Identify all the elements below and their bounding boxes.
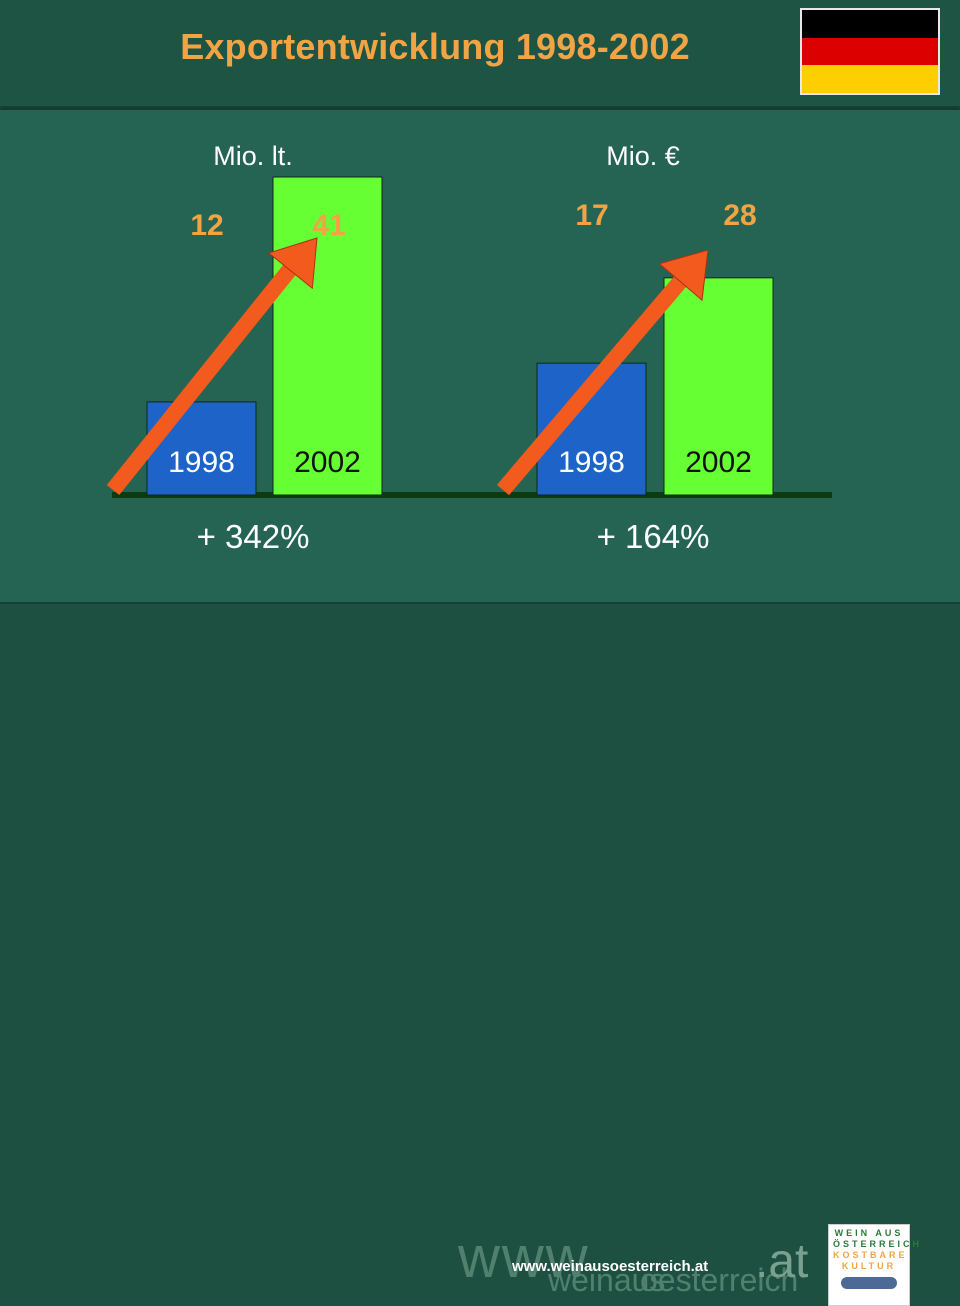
bar-category-label: 1998: [168, 446, 235, 479]
bar-category-label: 2002: [294, 446, 361, 479]
germany-flag-icon: [800, 8, 940, 95]
unit-label-2: Mio. €: [606, 141, 680, 171]
logo-line-2: ÖSTERREICH: [833, 1239, 923, 1249]
flag-stripe-red: [802, 37, 938, 66]
logo-line-1: WEIN AUS: [834, 1228, 904, 1238]
website-url[interactable]: www.weinausoesterreich.at: [512, 1258, 709, 1275]
bar-category-label: 1998: [558, 446, 625, 479]
flag-stripe-black: [802, 10, 938, 38]
bar-2002-1: [272, 176, 383, 496]
watermark-at: .at: [755, 1235, 809, 1288]
value-label: 12: [190, 209, 223, 242]
change-label-2: + 164%: [597, 518, 710, 555]
trend-arrow-shaft: [106, 252, 306, 496]
value-label: 41: [312, 209, 345, 242]
bar-2002-2: [663, 277, 774, 496]
wein-aus-oesterreich-logo: WEIN AUS ÖSTERREICH KOSTBARE KULTUR: [828, 1224, 923, 1306]
export-chart: Mio. lt. 1998 12 2002 41 + 342% Mio. € 1998 17 20…: [106, 141, 832, 555]
chart-panel: [0, 110, 960, 604]
trend-arrow-shaft: [496, 264, 697, 496]
page-title: Exportentwicklung 1998-2002: [180, 26, 690, 67]
logo-bottle-icon: [841, 1277, 897, 1289]
header-bar: Exportentwicklung 1998-2002: [0, 0, 960, 108]
bar-category-label: 2002: [685, 446, 752, 479]
value-label: 17: [575, 199, 608, 232]
trend-arrow-head: [267, 237, 318, 290]
logo-line-3: KOSTBARE: [833, 1250, 908, 1260]
value-label: 28: [723, 199, 756, 232]
change-label-1: + 342%: [197, 518, 310, 555]
flag-stripe-gold: [802, 65, 938, 93]
trend-arrow-head: [658, 249, 709, 302]
logo-line-4: KULTUR: [841, 1261, 897, 1271]
unit-label-1: Mio. lt.: [213, 141, 293, 171]
